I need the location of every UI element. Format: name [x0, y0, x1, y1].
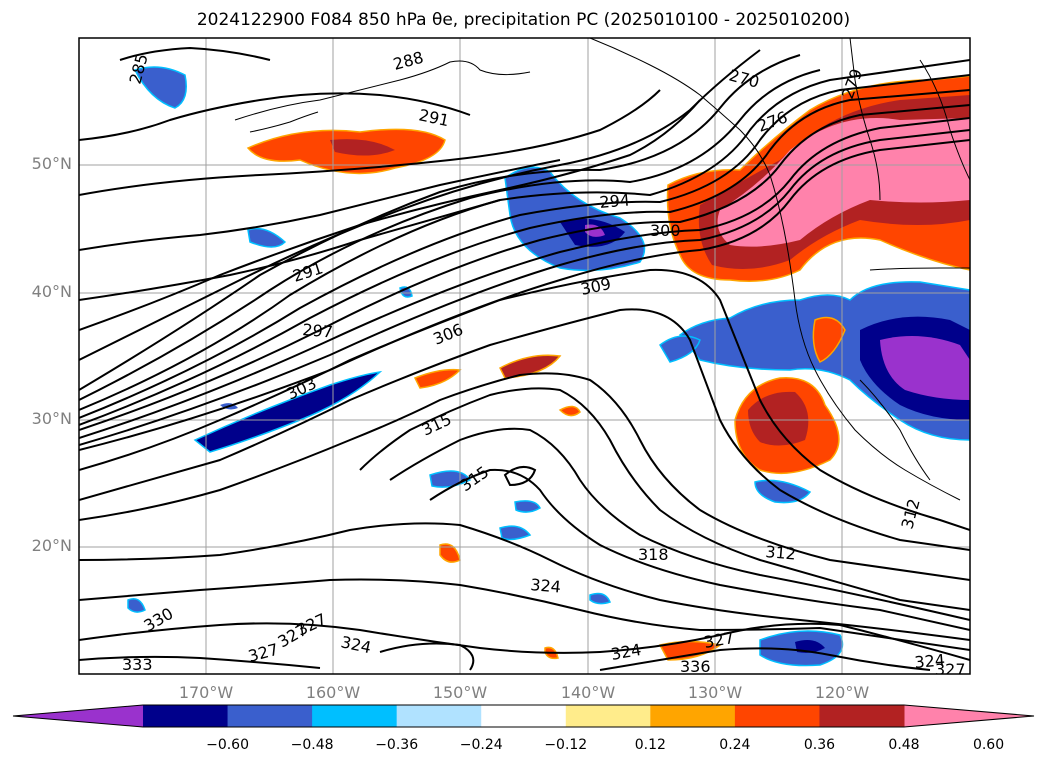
contour-label: 327 — [935, 660, 966, 679]
colorbar-tick-label: −0.12 — [544, 737, 588, 753]
lat-label-20n: 20°N — [31, 536, 72, 555]
colorbar-tick-label: 0.48 — [888, 737, 920, 753]
colorbar-segment — [143, 705, 229, 727]
colorbar-extend-low — [13, 705, 143, 727]
colorbar-tick-label: −0.48 — [290, 737, 334, 753]
contour-label: 297 — [302, 320, 334, 342]
colorbar — [12, 704, 1035, 728]
colorbar-segment — [227, 705, 313, 727]
colorbar-segment — [565, 705, 651, 727]
colorbar-segment — [650, 705, 736, 727]
lon-label-140w: 140°W — [560, 683, 616, 702]
colorbar-segment — [819, 705, 905, 727]
colorbar-tick-label: 0.60 — [972, 737, 1005, 753]
colorbar-tick-label: −0.60 — [206, 737, 249, 753]
lon-label-150w: 150°W — [432, 683, 488, 702]
colorbar-extend-high — [904, 705, 1034, 727]
colorbar-segment — [734, 705, 820, 727]
lat-label-40n: 40°N — [31, 282, 72, 301]
colorbar-segment — [481, 705, 567, 727]
colorbar-tick-label: −0.36 — [375, 737, 419, 753]
contour-labels: 285 288 270 279 276 291 294 300 291 309 … — [122, 48, 966, 679]
coastlines — [234, 38, 970, 501]
map-title: 2024122900 F084 850 hPa θe, precipitatio… — [196, 10, 851, 30]
colorbar-tick-label: 0.24 — [719, 737, 751, 753]
contour-label: 333 — [122, 655, 153, 674]
contour-label: 300 — [650, 221, 681, 240]
lon-label-120w: 120°W — [814, 683, 870, 702]
contour-label: 294 — [599, 190, 631, 212]
map-frame — [78, 37, 971, 675]
colorbar-segment — [312, 705, 398, 727]
lon-label-160w: 160°W — [305, 683, 361, 702]
lon-label-170w: 170°W — [178, 683, 234, 702]
colorbar-segment — [396, 705, 482, 727]
graticule — [79, 38, 970, 674]
colorbar-tick-label: −0.24 — [459, 737, 503, 753]
lon-label-130w: 130°W — [687, 683, 743, 702]
contour-label: 324 — [530, 575, 562, 597]
lat-label-50n: 50°N — [31, 154, 72, 173]
theta-e-contours — [79, 46, 970, 671]
colorbar-tick-label: 0.12 — [634, 737, 666, 753]
colorbar-tick-label: 0.36 — [803, 737, 836, 753]
contour-label: 318 — [638, 545, 669, 564]
contour-label: 312 — [765, 542, 797, 564]
lat-label-30n: 30°N — [31, 409, 72, 428]
contour-label: 336 — [680, 657, 711, 676]
contour-label: 324 — [914, 650, 946, 672]
